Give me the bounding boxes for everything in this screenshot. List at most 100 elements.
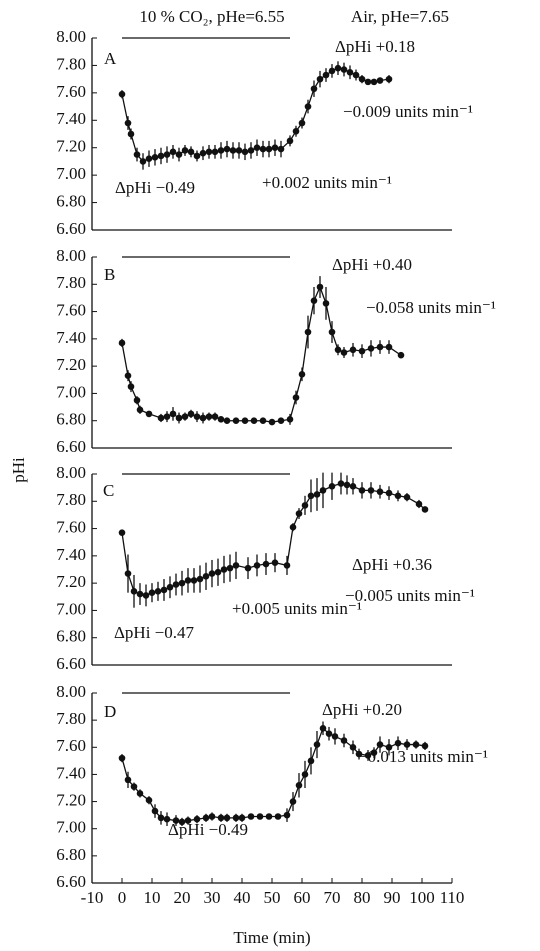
data-point bbox=[169, 410, 177, 418]
data-point bbox=[142, 592, 150, 599]
y-tick-label: 7.80 bbox=[56, 490, 86, 509]
data-point bbox=[349, 346, 357, 354]
y-tick-label: 7.20 bbox=[56, 572, 86, 591]
data-point bbox=[370, 749, 378, 757]
data-point bbox=[184, 577, 192, 584]
data-point bbox=[157, 814, 165, 822]
data-point bbox=[376, 77, 384, 84]
data-point bbox=[157, 414, 165, 422]
data-point bbox=[256, 813, 264, 820]
annotation: ΔpHi +0.18 bbox=[335, 37, 415, 56]
y-tick-label: 7.40 bbox=[56, 328, 86, 347]
y-tick-label: 7.60 bbox=[56, 300, 86, 319]
data-point bbox=[322, 71, 330, 79]
data-point bbox=[385, 343, 393, 351]
x-tick-label: -10 bbox=[81, 888, 104, 907]
y-tick-label: 7.20 bbox=[56, 355, 86, 374]
panel-label: D bbox=[104, 702, 116, 721]
data-point bbox=[175, 151, 183, 158]
data-point bbox=[289, 798, 297, 805]
data-point bbox=[178, 818, 186, 826]
data-point bbox=[307, 492, 315, 500]
data-point bbox=[187, 410, 195, 418]
data-point bbox=[193, 152, 201, 160]
data-point bbox=[376, 488, 384, 496]
data-point bbox=[376, 741, 384, 748]
annotation: −0.005 units min⁻¹ bbox=[345, 586, 475, 605]
data-point bbox=[202, 573, 210, 580]
annotation: ΔpHi +0.36 bbox=[352, 555, 432, 574]
data-point bbox=[328, 67, 336, 75]
data-point bbox=[124, 372, 132, 379]
x-tick-label: 0 bbox=[118, 888, 127, 907]
x-tick-label: 100 bbox=[409, 888, 435, 907]
x-tick-label: 70 bbox=[324, 888, 341, 907]
data-point bbox=[193, 815, 201, 823]
data-point bbox=[217, 814, 225, 822]
data-point bbox=[244, 564, 252, 572]
data-point bbox=[232, 417, 240, 425]
data-point bbox=[277, 417, 285, 425]
data-point bbox=[358, 75, 366, 83]
x-tick-label: 20 bbox=[174, 888, 191, 907]
data-point bbox=[412, 741, 420, 748]
data-point bbox=[217, 147, 225, 154]
data-point bbox=[310, 297, 318, 304]
data-point bbox=[316, 283, 324, 291]
data-point bbox=[166, 583, 174, 591]
y-tick-label: 7.40 bbox=[56, 545, 86, 564]
y-tick-label: 7.80 bbox=[56, 709, 86, 728]
data-point bbox=[163, 413, 171, 420]
data-point bbox=[133, 396, 141, 404]
y-tick-label: 7.00 bbox=[56, 164, 86, 183]
data-point bbox=[340, 737, 348, 744]
data-point bbox=[250, 417, 258, 425]
data-point bbox=[343, 481, 351, 489]
data-point bbox=[124, 570, 132, 577]
data-point bbox=[232, 562, 240, 569]
y-tick-label: 8.00 bbox=[56, 27, 86, 46]
data-point bbox=[130, 783, 138, 790]
y-tick-label: 6.60 bbox=[56, 219, 86, 238]
data-point bbox=[334, 346, 342, 354]
data-point bbox=[313, 491, 321, 498]
data-point bbox=[127, 130, 135, 138]
data-point bbox=[349, 743, 357, 751]
data-point bbox=[223, 417, 231, 425]
data-point bbox=[154, 588, 162, 595]
x-tick-label: 90 bbox=[384, 888, 401, 907]
data-point bbox=[241, 417, 249, 425]
data-point bbox=[349, 482, 357, 490]
data-point bbox=[199, 414, 207, 422]
data-point bbox=[151, 807, 159, 815]
data-point bbox=[346, 68, 354, 76]
data-point bbox=[421, 506, 429, 513]
y-tick-label: 7.60 bbox=[56, 82, 86, 101]
y-tick-label: 7.80 bbox=[56, 273, 86, 292]
data-point bbox=[265, 145, 273, 153]
data-point bbox=[202, 814, 210, 822]
y-tick-label: 7.20 bbox=[56, 790, 86, 809]
data-point bbox=[385, 75, 393, 83]
y-tick-label: 6.80 bbox=[56, 191, 86, 210]
data-point bbox=[355, 750, 363, 758]
x-tick-label: 80 bbox=[354, 888, 371, 907]
data-point bbox=[277, 145, 285, 153]
data-point bbox=[118, 90, 126, 98]
data-point bbox=[340, 349, 348, 356]
data-point bbox=[214, 568, 222, 576]
data-point bbox=[187, 148, 195, 156]
data-point bbox=[304, 103, 312, 110]
data-point bbox=[196, 575, 204, 583]
data-point bbox=[169, 148, 177, 156]
data-point bbox=[178, 579, 186, 587]
data-point bbox=[331, 733, 339, 740]
data-point bbox=[364, 752, 372, 759]
data-point bbox=[145, 410, 153, 418]
data-point bbox=[253, 144, 261, 152]
data-point bbox=[175, 414, 183, 422]
data-point bbox=[130, 588, 138, 595]
data-point bbox=[151, 154, 159, 161]
y-tick-label: 7.20 bbox=[56, 137, 86, 156]
